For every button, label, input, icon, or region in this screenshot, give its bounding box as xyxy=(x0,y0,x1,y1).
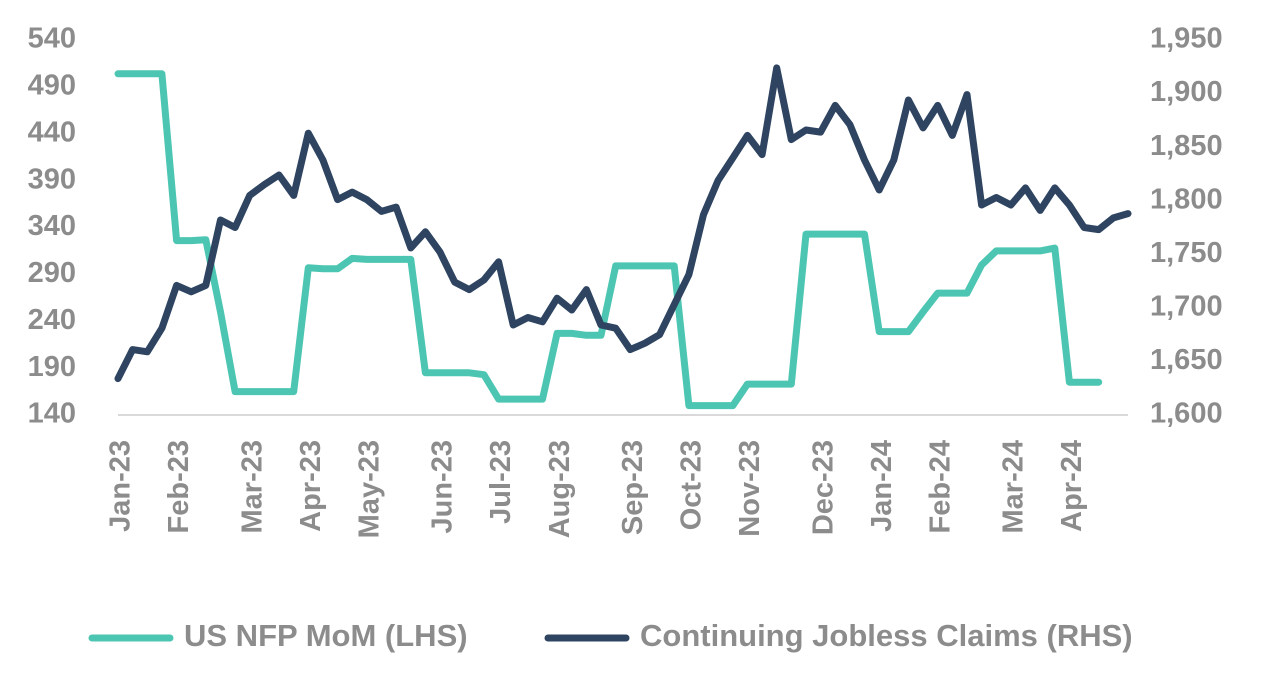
x-tick-label: Dec-23 xyxy=(807,440,839,535)
y-tick-label: 440 xyxy=(28,116,76,148)
x-tick-label: Nov-23 xyxy=(734,440,766,537)
y2-tick-label: 1,650 xyxy=(1150,344,1223,376)
series-line xyxy=(114,70,1103,410)
x-tick-label: Jan-23 xyxy=(105,440,137,532)
x-tick-label: Jan-24 xyxy=(866,440,898,532)
x-tick-label: Mar-24 xyxy=(998,440,1030,534)
y2-tick-label: 1,950 xyxy=(1150,23,1223,55)
x-tick-label: Jul-23 xyxy=(485,440,517,524)
y-tick-label: 390 xyxy=(28,163,76,195)
y-tick-label: 290 xyxy=(28,257,76,289)
y-tick-label: 240 xyxy=(28,304,76,336)
x-tick-label: May-23 xyxy=(353,440,385,538)
legend-label: US NFP MoM (LHS) xyxy=(184,618,468,653)
x-tick-label: Oct-23 xyxy=(676,440,708,530)
y2-tick-label: 1,700 xyxy=(1150,291,1223,323)
x-tick-label: Sep-23 xyxy=(617,440,649,535)
legend-label: Continuing Jobless Claims (RHS) xyxy=(640,618,1133,653)
x-tick-label: Feb-24 xyxy=(924,440,956,533)
y2-tick-label: 1,900 xyxy=(1150,76,1223,108)
x-tick-label: Apr-24 xyxy=(1056,440,1088,532)
y-tick-label: 190 xyxy=(28,351,76,383)
y2-tick-label: 1,600 xyxy=(1150,398,1223,430)
x-tick-label: Aug-23 xyxy=(544,440,576,538)
x-tick-label: Feb-23 xyxy=(163,440,195,533)
y-tick-label: 140 xyxy=(28,398,76,430)
y2-tick-label: 1,800 xyxy=(1150,183,1223,215)
y-tick-label: 490 xyxy=(28,70,76,102)
y2-tick-label: 1,750 xyxy=(1150,237,1223,269)
x-tick-label: Apr-23 xyxy=(295,440,327,532)
series-line xyxy=(114,64,1132,383)
x-tick-label: Mar-23 xyxy=(236,440,268,534)
y-tick-label: 540 xyxy=(28,23,76,55)
y2-tick-label: 1,850 xyxy=(1150,130,1223,162)
y-tick-label: 340 xyxy=(28,210,76,242)
x-tick-label: Jun-23 xyxy=(427,440,459,533)
